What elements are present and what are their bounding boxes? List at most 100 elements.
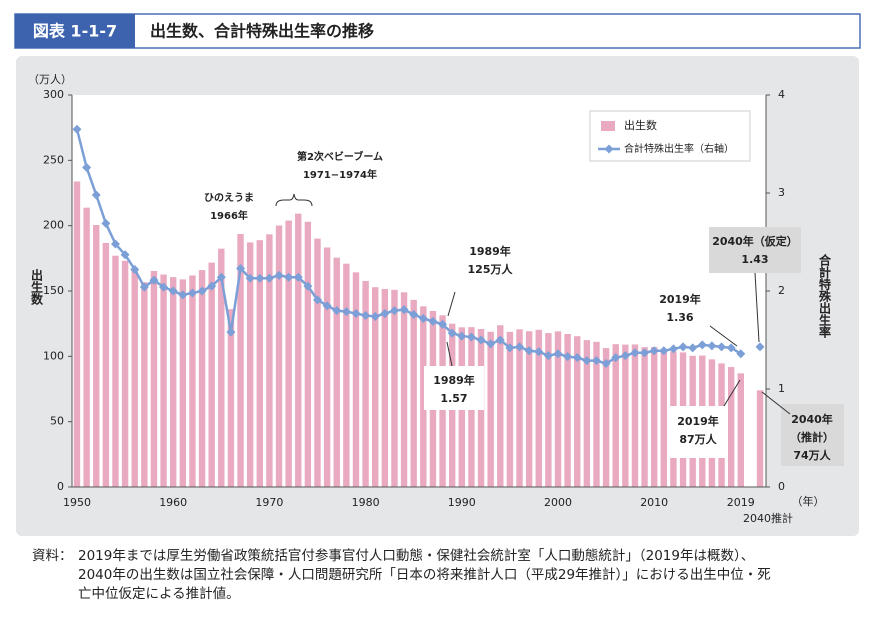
bar	[102, 242, 110, 487]
y2-tick-label: 2	[778, 284, 785, 297]
bar	[737, 373, 744, 487]
annotation-text: 1.36	[666, 311, 693, 324]
line-marker	[466, 332, 476, 342]
annotation-arrow	[723, 379, 741, 407]
y-tick-label: 300	[43, 88, 64, 101]
bar	[381, 289, 389, 487]
bar	[314, 238, 321, 487]
line-marker	[447, 328, 457, 338]
annotation-text: 1.43	[741, 253, 768, 266]
y2-tick-label: 0	[778, 480, 785, 493]
annotation-text: 1966年	[210, 209, 248, 222]
line-marker	[640, 348, 650, 358]
bar	[545, 333, 552, 487]
bar	[362, 280, 369, 487]
y2-tick-label: 1	[778, 382, 785, 395]
line-marker	[582, 356, 592, 366]
line-marker	[91, 190, 101, 200]
annotation-text: 74万人	[793, 448, 831, 462]
line-marker	[207, 281, 217, 291]
bar	[506, 331, 514, 487]
annotation-arrow	[446, 341, 453, 367]
annotation-box	[709, 227, 801, 273]
line-marker	[361, 311, 371, 320]
annotation-text: 1989年	[433, 373, 475, 387]
annotation-text: ひのえうま	[204, 192, 254, 204]
bar	[131, 269, 138, 487]
bar	[516, 329, 523, 487]
line-marker	[370, 311, 380, 321]
legend-label: 合計特殊出生率（右軸）	[624, 142, 734, 155]
line-marker	[178, 290, 188, 300]
bar	[564, 333, 571, 487]
bar	[612, 344, 619, 487]
line-marker	[101, 218, 111, 228]
line-marker	[707, 341, 717, 351]
line-marker	[601, 359, 611, 369]
bar	[198, 270, 206, 487]
line-marker	[159, 282, 169, 292]
bar	[170, 277, 177, 487]
x-tick-label: 1950	[63, 496, 91, 509]
bar	[410, 299, 417, 487]
bar	[237, 234, 244, 487]
bar	[112, 255, 119, 487]
bar	[343, 263, 350, 487]
line-marker	[380, 309, 390, 319]
annotation-text: 2040年	[791, 412, 833, 426]
line-marker	[216, 272, 226, 282]
line-marker	[717, 342, 727, 352]
x-tick-label: 2040推計	[743, 511, 793, 525]
line-marker	[591, 356, 601, 366]
line-marker	[226, 327, 236, 337]
y-axis-title: 出生数	[30, 268, 44, 306]
line-marker	[755, 342, 765, 352]
line-marker	[399, 305, 409, 315]
annotation-text: 1971−1974年	[303, 168, 377, 181]
line-marker	[620, 351, 630, 361]
annotation-text: 87万人	[679, 432, 717, 446]
line-marker	[611, 353, 621, 363]
bar	[400, 292, 408, 487]
line-marker	[341, 307, 351, 317]
line-marker	[438, 319, 448, 329]
y2-tick-label: 4	[778, 88, 785, 101]
bar	[189, 275, 196, 487]
annotation-arrow	[754, 272, 760, 343]
line-marker	[130, 264, 140, 274]
line-marker	[457, 331, 467, 341]
line-marker	[313, 295, 322, 305]
bar	[93, 225, 100, 487]
bar	[497, 325, 504, 487]
line-marker	[139, 282, 149, 292]
line-marker	[120, 250, 130, 260]
footnote-label: 資料：	[32, 548, 73, 564]
line-marker	[678, 342, 688, 352]
x-tick-label: 2000	[544, 496, 572, 509]
line-marker	[659, 346, 669, 356]
annotation-text: 第2次ベビーブーム	[297, 150, 383, 163]
annotation-arrow	[761, 391, 791, 415]
bar	[420, 306, 427, 487]
y2-axis-title: 合計特殊出生率	[818, 253, 832, 339]
bar	[622, 344, 629, 487]
bar	[141, 282, 148, 487]
x-tick-label: 1970	[255, 496, 283, 509]
annotation-text: 2019年	[677, 414, 719, 428]
line-marker	[736, 349, 746, 359]
bar	[285, 220, 292, 487]
line-marker	[284, 272, 294, 282]
x-unit: （年）	[792, 494, 825, 508]
bar	[574, 336, 581, 487]
line-marker	[351, 309, 361, 319]
line-marker	[245, 273, 255, 283]
bar	[266, 234, 273, 487]
footnote-line: 2019年までは厚生労働省政策統括官付参事官付人口動態・保健社会統計室「人口動態…	[78, 547, 754, 564]
y-tick-label: 150	[43, 284, 64, 297]
bar	[602, 348, 610, 487]
bar	[256, 240, 263, 487]
line-marker	[505, 343, 515, 353]
bar	[651, 347, 658, 487]
bracket	[275, 193, 313, 207]
